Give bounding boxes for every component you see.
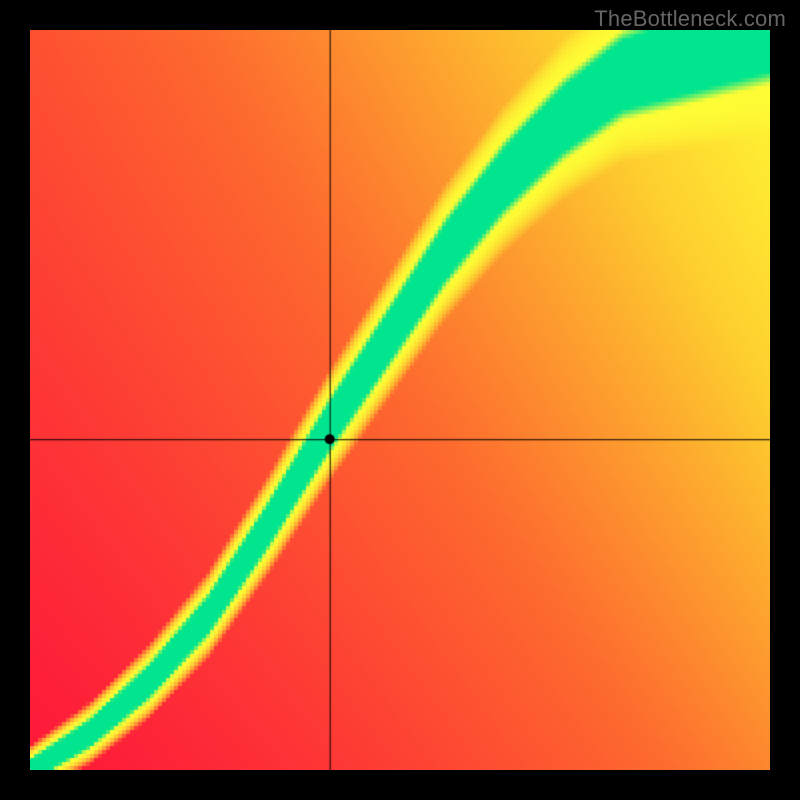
chart-container: TheBottleneck.com xyxy=(0,0,800,800)
heatmap-canvas xyxy=(30,30,770,770)
watermark-text: TheBottleneck.com xyxy=(594,6,786,32)
